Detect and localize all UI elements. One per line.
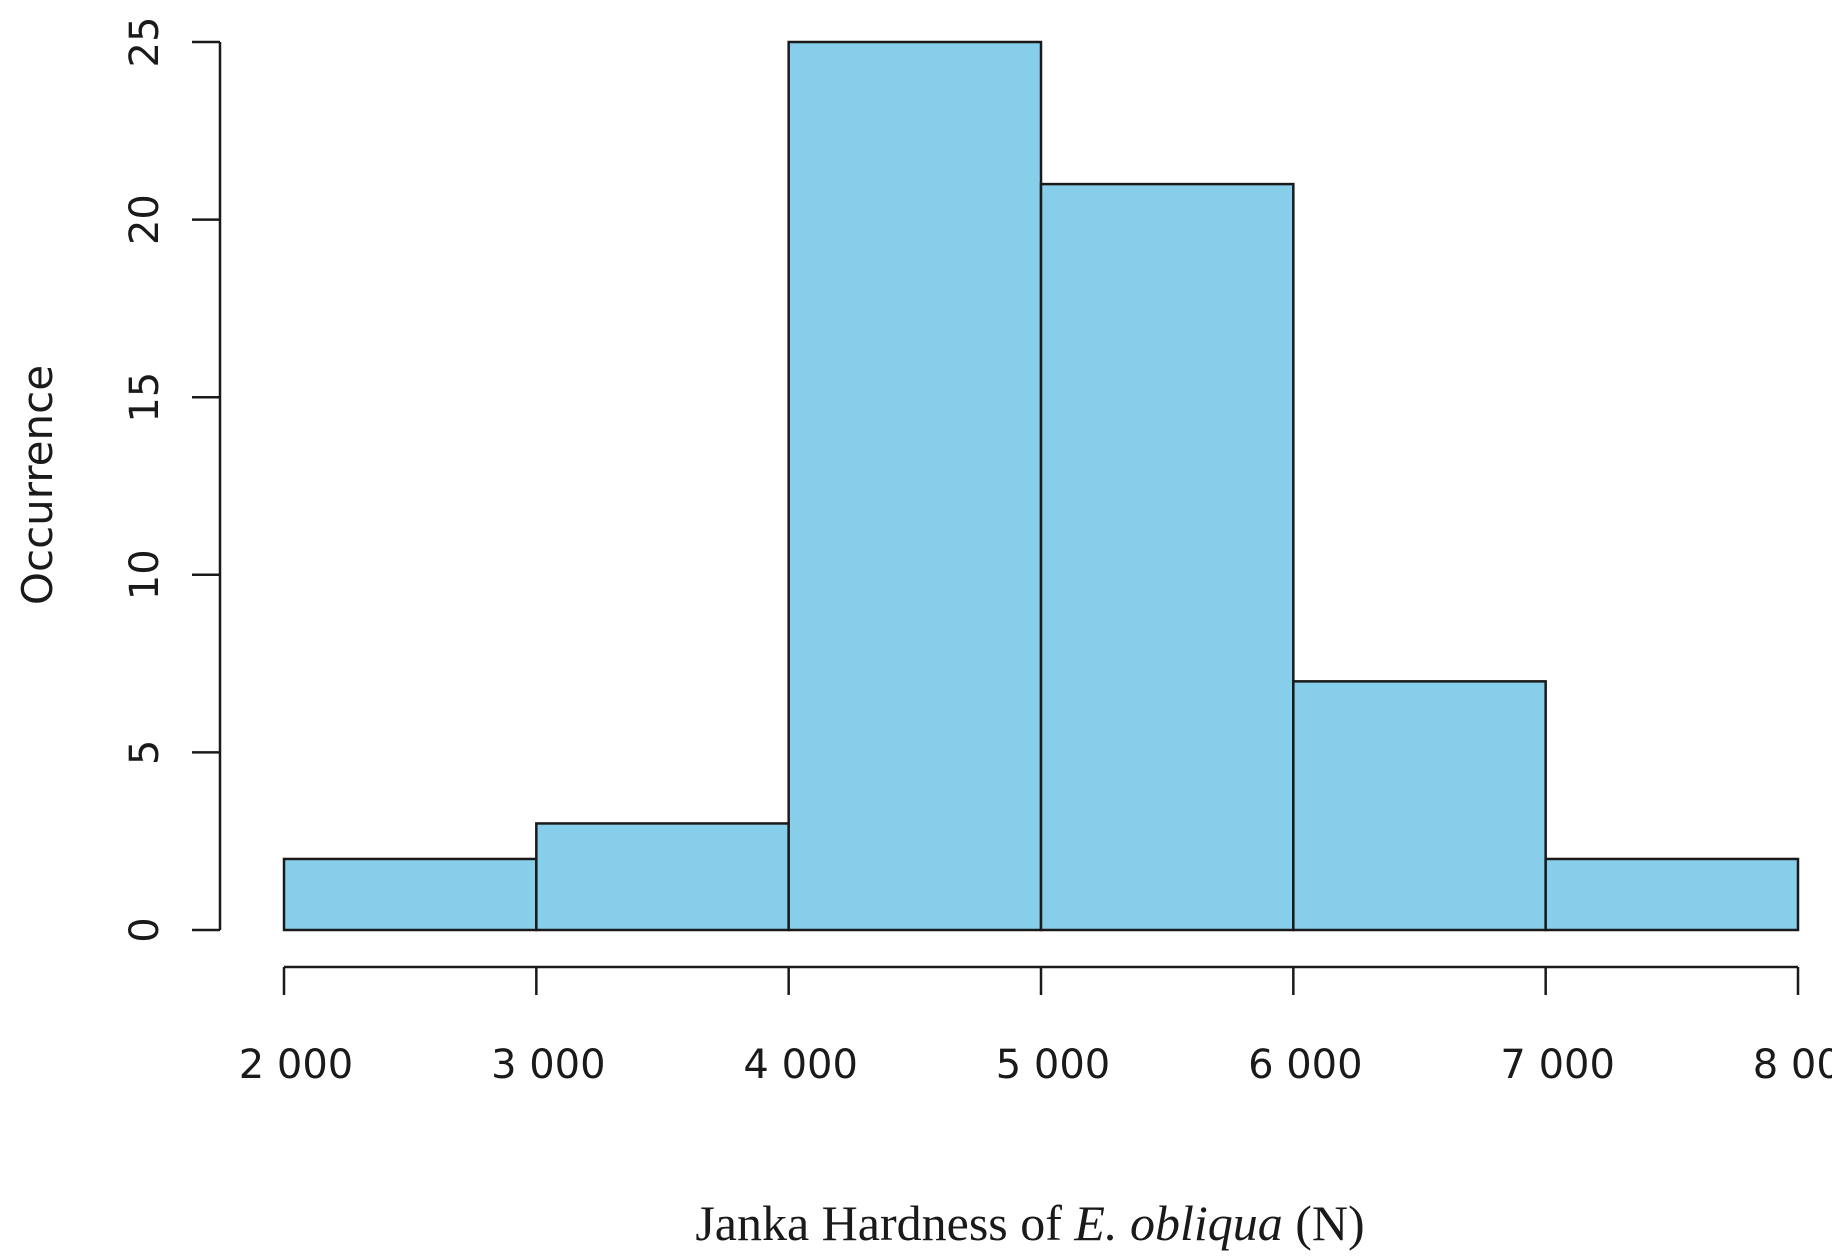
x-axis-title-prefix: Janka Hardness of: [695, 1195, 1074, 1251]
y-tick-label-3: 15: [122, 372, 168, 423]
y-tick-label-1: 5: [122, 740, 168, 765]
x-axis: 2 000 3 000 4 000 5 000 6 000 7 000 8 000: [239, 965, 1832, 1088]
x-tick-label-0: 2 000: [239, 1042, 354, 1088]
bar-4: [1292, 680, 1547, 932]
x-tick-label-3: 5 000: [996, 1042, 1111, 1088]
y-axis: 0 5 10 15 20 25: [122, 17, 222, 943]
x-axis-title-unit: (N): [1283, 1195, 1365, 1251]
x-axis-title: Janka Hardness of E. obliqua (N): [695, 1195, 1364, 1251]
bar-0: [282, 857, 538, 932]
y-tick-label-2: 10: [122, 549, 168, 600]
x-axis-title-species: E. obliqua: [1073, 1195, 1282, 1251]
y-tick-label-5: 25: [122, 17, 168, 68]
y-axis-title: Occurrence: [13, 365, 62, 605]
y-tick-label-4: 20: [122, 194, 168, 245]
bars-group: [282, 40, 1800, 932]
x-tick-label-6: 8 000: [1753, 1042, 1832, 1088]
x-tick-label-5: 7 000: [1500, 1042, 1615, 1088]
bar-1: [535, 822, 790, 932]
y-tick-label-0: 0: [122, 917, 168, 942]
x-tick-label-4: 6 000: [1248, 1042, 1363, 1088]
x-tick-label-2: 4 000: [743, 1042, 858, 1088]
bar-2: [787, 40, 1043, 932]
x-tick-label-1: 3 000: [491, 1042, 606, 1088]
bar-3: [1039, 182, 1295, 932]
bar-5: [1544, 857, 1800, 932]
